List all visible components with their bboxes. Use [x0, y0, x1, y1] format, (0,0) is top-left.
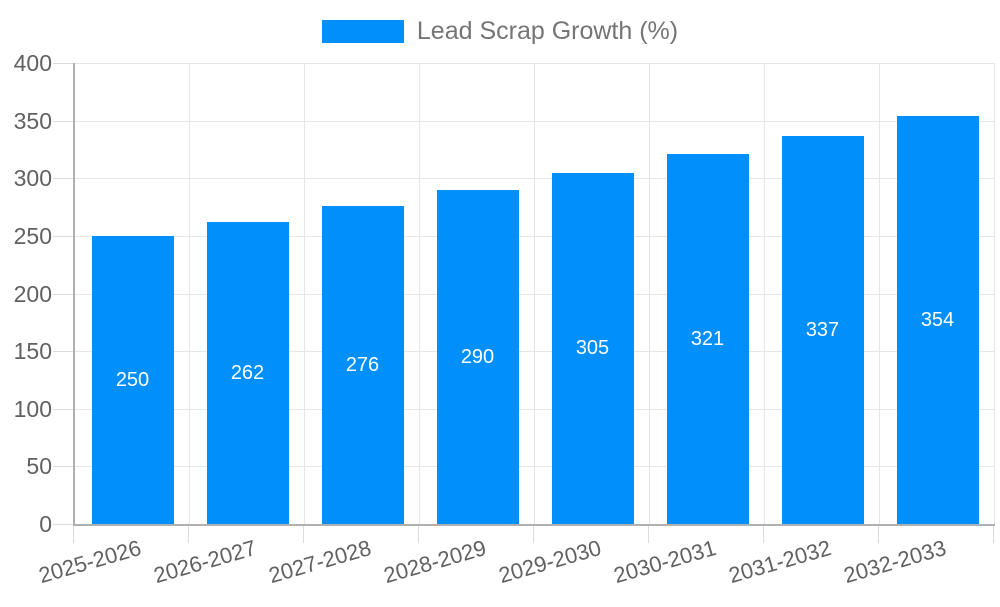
bar-value-label: 354 — [920, 309, 955, 331]
v-gridline — [764, 63, 765, 524]
legend-label: Lead Scrap Growth (%) — [416, 17, 679, 45]
v-gridline — [304, 63, 305, 524]
y-axis-tick-label: 0 — [39, 511, 52, 537]
y-axis-tick — [53, 178, 73, 180]
h-gridline — [75, 235, 995, 237]
x-axis-tick — [648, 526, 649, 543]
y-axis-tick — [53, 351, 73, 353]
legend-swatch — [321, 20, 404, 43]
v-gridline — [189, 63, 190, 524]
v-gridline — [879, 63, 880, 524]
bar-value-label: 337 — [805, 318, 840, 341]
bar[interactable]: 337 — [781, 135, 864, 524]
x-axis-tick — [878, 526, 879, 543]
y-axis-tick — [53, 524, 73, 525]
x-axis-tick — [418, 526, 419, 543]
plot-area: 250 262 276 290 305 321 337 354 — [73, 63, 995, 526]
v-gridline — [649, 63, 650, 524]
h-gridline — [75, 466, 995, 468]
bar-value-label: 290 — [460, 345, 495, 368]
y-axis-tick-label: 100 — [13, 395, 52, 422]
bar-value-label: 321 — [690, 328, 725, 351]
x-axis-tick — [763, 526, 764, 543]
bar[interactable]: 354 — [896, 116, 979, 524]
bar-value-label: 276 — [345, 353, 380, 376]
y-axis-tick-label: 350 — [13, 107, 52, 134]
y-axis-tick — [53, 120, 73, 122]
y-axis-tick-label: 150 — [13, 338, 52, 365]
bar[interactable]: 321 — [666, 154, 749, 524]
y-axis-tick — [53, 293, 73, 295]
y-axis-tick-label: 50 — [26, 453, 52, 480]
bar[interactable]: 290 — [436, 189, 519, 524]
h-gridline — [75, 351, 995, 353]
x-axis-tick — [303, 526, 304, 543]
y-axis-tick — [53, 235, 73, 237]
bar-value-label: 250 — [115, 368, 150, 391]
x-axis-tick — [73, 526, 74, 543]
bar[interactable]: 262 — [206, 222, 289, 524]
v-gridline — [534, 63, 535, 524]
x-axis-tick — [188, 526, 189, 543]
y-axis-tick-label: 200 — [13, 280, 52, 307]
bar[interactable]: 305 — [551, 172, 634, 524]
h-gridline — [75, 63, 995, 64]
v-gridline — [419, 63, 420, 524]
bar-value-label: 262 — [230, 362, 265, 385]
x-axis-tick — [533, 526, 534, 543]
h-gridline — [75, 293, 995, 295]
h-gridline — [75, 408, 995, 410]
y-axis-tick — [53, 63, 73, 64]
v-gridline — [994, 63, 995, 524]
bar[interactable]: 276 — [321, 205, 404, 524]
bar-value-label: 305 — [575, 337, 610, 360]
y-axis-tick-label: 300 — [13, 165, 52, 192]
y-axis-tick — [53, 466, 73, 468]
y-axis-tick-label: 250 — [13, 222, 52, 249]
bar[interactable]: 250 — [91, 235, 174, 524]
y-axis-tick-label: 400 — [13, 50, 52, 76]
x-axis-tick — [993, 526, 994, 543]
legend[interactable]: Lead Scrap Growth (%) — [0, 19, 1000, 44]
h-gridline — [75, 120, 995, 122]
y-axis-tick — [53, 408, 73, 410]
h-gridline — [75, 178, 995, 180]
